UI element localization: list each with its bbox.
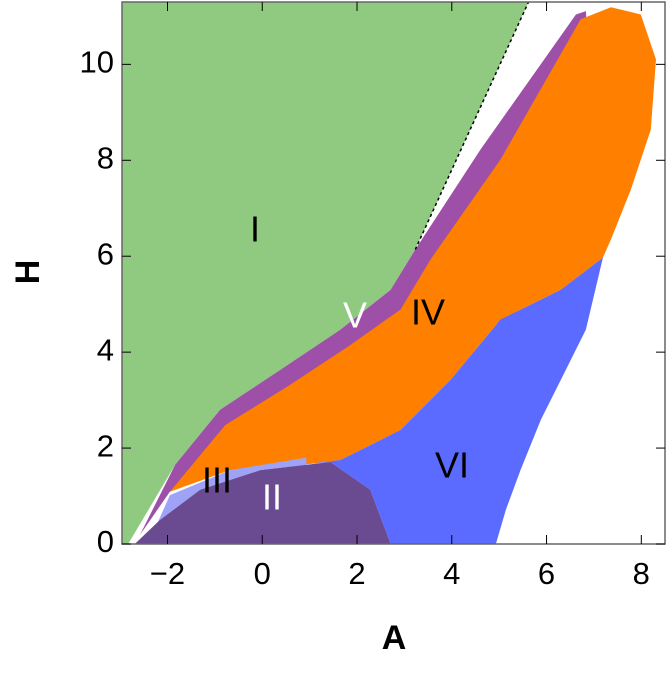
y-axis-label: H xyxy=(9,260,47,285)
region-label: IV xyxy=(411,292,445,333)
region-label: V xyxy=(343,295,367,336)
x-tick-label: 8 xyxy=(633,556,650,591)
y-tick-label: 10 xyxy=(80,45,114,80)
x-tick-label: 0 xyxy=(254,556,271,591)
plot-frame xyxy=(121,1,666,545)
y-tick-label: 8 xyxy=(97,140,114,175)
region-label: I xyxy=(250,209,260,250)
y-tick-label: 6 xyxy=(97,236,114,271)
x-tick-label: −2 xyxy=(150,556,185,591)
x-axis-label: A xyxy=(382,619,407,657)
region-label: VI xyxy=(435,445,469,486)
region xyxy=(134,461,391,544)
y-tick-label: 4 xyxy=(97,332,114,367)
region xyxy=(300,257,603,544)
region xyxy=(122,2,529,544)
region xyxy=(169,7,656,492)
y-tick-label: 2 xyxy=(97,428,114,463)
y-tick-label: 0 xyxy=(97,524,114,559)
region-label: II xyxy=(262,477,282,518)
region xyxy=(140,11,603,535)
region xyxy=(149,457,307,541)
x-tick-label: 2 xyxy=(348,556,365,591)
region-label: III xyxy=(202,460,232,501)
x-tick-label: 4 xyxy=(443,556,460,591)
x-tick-label: 6 xyxy=(538,556,555,591)
